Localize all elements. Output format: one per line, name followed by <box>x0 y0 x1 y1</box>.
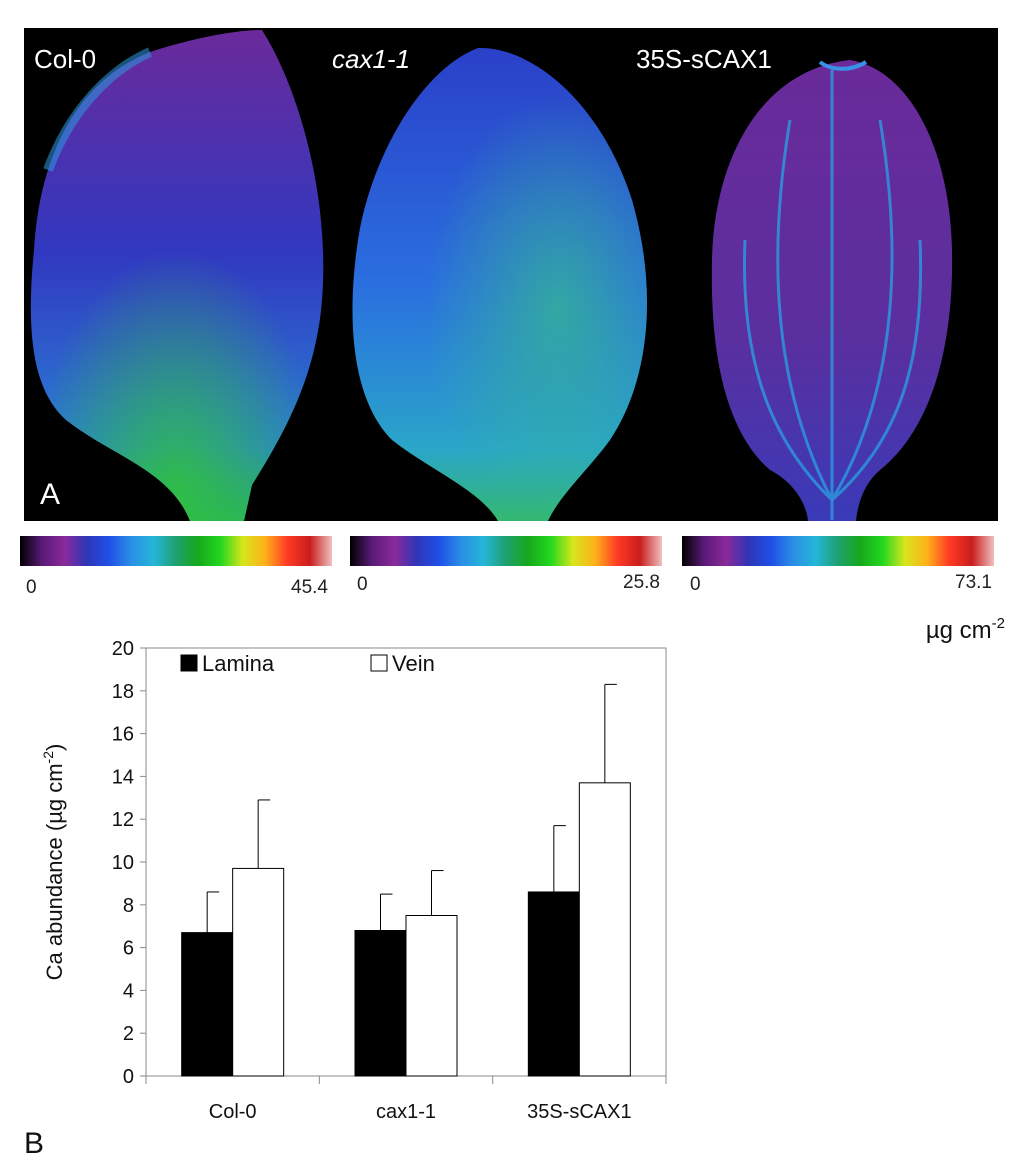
y-tick-label: 0 <box>123 1066 134 1088</box>
bars <box>181 683 631 1077</box>
x-axis: Col-0 cax1-1 35S-sCAX1 <box>145 1076 667 1123</box>
color-scale-bar-col-0 <box>20 536 332 566</box>
y-tick-label: 2 <box>123 1023 134 1045</box>
scale-max-cax1-1: 25.8 <box>623 572 660 593</box>
y-tick-label: 20 <box>112 638 134 660</box>
legend-swatch-vein <box>370 654 388 672</box>
y-tick-label: 14 <box>112 766 134 788</box>
y-axis-label-sup: -2 <box>40 751 56 764</box>
legend-label-lamina: Lamina <box>202 651 275 676</box>
y-tick-label: 12 <box>112 809 134 831</box>
bar-vein <box>405 915 458 1077</box>
y-axis-label: Ca abundance (µg cm-2) <box>40 744 67 981</box>
legend-swatch-lamina <box>180 654 198 672</box>
x-tick-label: cax1-1 <box>376 1101 436 1123</box>
y-tick-label: 18 <box>112 681 134 703</box>
leaf-cax1-1 <box>352 47 648 521</box>
panel-a-label: A <box>40 478 60 511</box>
legend: Lamina Vein <box>180 651 435 676</box>
leaf-label-col-0: Col-0 <box>34 44 96 74</box>
leaf-35s-scax1 <box>711 60 953 521</box>
y-axis-label-end: ) <box>42 744 67 751</box>
color-scale-bar-cax1-1 <box>350 536 662 566</box>
x-tick-label: Col-0 <box>209 1101 257 1123</box>
bar-lamina <box>181 932 234 1077</box>
bar-lamina <box>527 891 580 1077</box>
y-tick-label: 16 <box>112 724 134 746</box>
y-tick-label: 8 <box>123 895 134 917</box>
y-axis: 0 2 4 6 8 10 12 14 16 18 20 <box>112 638 146 1088</box>
color-scale-bar-35s-scax1 <box>682 536 994 566</box>
y-axis-label-base: Ca abundance (µg cm <box>42 763 67 980</box>
scale-unit-label: µg cm-2 <box>926 615 1005 644</box>
y-tick-label: 4 <box>123 980 134 1002</box>
bar-vein <box>578 782 631 1077</box>
leaf-label-35s-scax1: 35S-sCAX1 <box>636 44 772 74</box>
y-tick-label: 10 <box>112 852 134 874</box>
leaf-col-0 <box>30 30 324 521</box>
x-tick-label: 35S-sCAX1 <box>527 1101 632 1123</box>
bar-vein <box>232 867 285 1077</box>
scale-min-35s-scax1: 0 <box>690 574 701 595</box>
scale-min-cax1-1: 0 <box>357 574 368 595</box>
y-tick-label: 6 <box>123 938 134 960</box>
panel-a: Col-0 cax1-1 35S-sCAX1 A 0 45.4 0 25.8 0… <box>20 28 998 598</box>
panel-b: µg cm-2 0 2 4 6 8 10 12 14 16 18 20 Col-0 cax1-1 35S… <box>0 610 1011 1168</box>
scale-min-col-0: 0 <box>26 577 37 598</box>
legend-label-vein: Vein <box>392 651 435 676</box>
scale-unit-base: µg cm <box>926 617 992 644</box>
leaf-maps: Col-0 cax1-1 35S-sCAX1 A 0 45.4 0 25.8 0… <box>20 28 998 598</box>
scale-max-col-0: 45.4 <box>291 577 328 598</box>
scale-max-35s-scax1: 73.1 <box>955 572 992 593</box>
panel-b-label: B <box>24 1127 44 1160</box>
leaf-label-cax1-1: cax1-1 <box>332 44 410 74</box>
bar-lamina <box>354 929 407 1077</box>
scale-unit-sup: -2 <box>992 615 1005 632</box>
